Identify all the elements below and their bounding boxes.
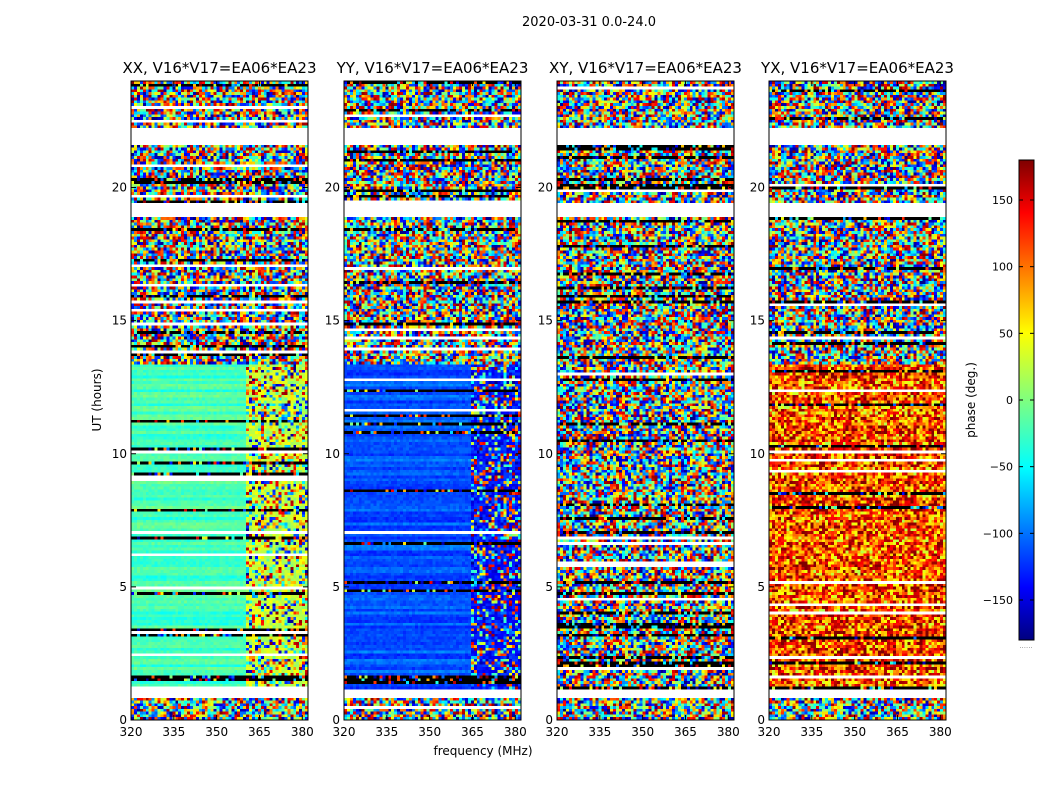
x-tick-label: 365 — [461, 725, 484, 739]
y-tick-label: 20 — [538, 181, 553, 195]
x-tick-label: 335 — [800, 725, 823, 739]
colorbar-tick-label: 50 — [999, 327, 1013, 340]
colorbar-tick-label: 150 — [992, 194, 1013, 207]
colorbar-ticks: −150 −100 −50 0 50 100 150 — [983, 194, 1034, 607]
x-tick-label: 350 — [418, 725, 441, 739]
y-tick-label: 20 — [325, 181, 340, 195]
y-tick-label: 5 — [757, 580, 765, 594]
panel-frame — [343, 80, 522, 721]
colorbar-tick-label: −100 — [983, 527, 1013, 540]
colorbar-tick-label: 0 — [1006, 394, 1013, 407]
y-tick-label: 10 — [112, 447, 127, 461]
panel-xy: XY, V16*V17=EA06*EA23 320 335 350 365 380 0 5 10… — [538, 59, 742, 739]
colorbar-footer: ...... — [1019, 642, 1032, 650]
x-tick-label: 380 — [504, 725, 527, 739]
y-tick-label: 15 — [112, 314, 127, 328]
y-tick-label: 15 — [750, 314, 765, 328]
heatmap-xy — [557, 81, 734, 720]
x-tick-label: 335 — [588, 725, 611, 739]
y-tick-label: 0 — [332, 713, 340, 727]
x-axis-label: frequency (MHz) — [433, 744, 532, 758]
panel-frame — [768, 80, 947, 721]
y-tick-label: 0 — [119, 713, 127, 727]
colorbar-tick-label: −50 — [990, 461, 1013, 474]
x-tick-label: 350 — [631, 725, 654, 739]
x-tick-label: 320 — [546, 725, 569, 739]
x-tick-label: 380 — [929, 725, 952, 739]
panel-frame — [130, 80, 309, 721]
y-tick-label: 20 — [750, 181, 765, 195]
colorbar-label: phase (deg.) — [964, 362, 978, 438]
y-tick-label: 5 — [545, 580, 553, 594]
colorbar-tick-label: 100 — [992, 261, 1013, 274]
y-tick-label: 5 — [119, 580, 127, 594]
x-tick-label: 335 — [162, 725, 185, 739]
panel-title-yy: YY, V16*V17=EA06*EA23 — [336, 59, 529, 77]
panel-xx: XX, V16*V17=EA06*EA23 320 335 350 365 380 0 5 10… — [112, 59, 317, 739]
x-tick-label: 365 — [886, 725, 909, 739]
y-tick-label: 10 — [325, 447, 340, 461]
y-tick-label: 5 — [332, 580, 340, 594]
x-tick-label: 350 — [843, 725, 866, 739]
y-tick-label: 0 — [545, 713, 553, 727]
figure-suptitle: 2020-03-31 0.0-24.0 — [522, 15, 656, 30]
x-tick-label: 380 — [291, 725, 314, 739]
heatmap-yx — [769, 81, 946, 720]
panel-yx: YX, V16*V17=EA06*EA23 320 335 350 365 380 0 5 10… — [750, 59, 954, 739]
panel-title-xx: XX, V16*V17=EA06*EA23 — [122, 59, 316, 77]
y-tick-label: 0 — [757, 713, 765, 727]
panel-title-xy: XY, V16*V17=EA06*EA23 — [549, 59, 742, 77]
colorbar-tick-label: −150 — [983, 594, 1013, 607]
y-tick-label: 15 — [538, 314, 553, 328]
y-axis-label: UT (hours) — [90, 368, 104, 431]
x-tick-label: 320 — [120, 725, 143, 739]
x-tick-label: 320 — [758, 725, 781, 739]
y-tick-label: 10 — [750, 447, 765, 461]
x-tick-label: 335 — [375, 725, 398, 739]
y-tick-label: 15 — [325, 314, 340, 328]
x-tick-label: 350 — [205, 725, 228, 739]
x-tick-label: 365 — [248, 725, 271, 739]
panel-yy: YY, V16*V17=EA06*EA23 320 335 350 365 380 0 5 10… — [325, 59, 529, 739]
x-tick-label: 320 — [333, 725, 356, 739]
heatmap-xx — [131, 81, 308, 720]
colorbar: −150 −100 −50 0 50 100 150 phase (deg.) ...... — [964, 159, 1035, 650]
x-tick-label: 365 — [674, 725, 697, 739]
heatmap-yy — [344, 81, 521, 720]
panel-title-yx: YX, V16*V17=EA06*EA23 — [760, 59, 954, 77]
x-tick-label: 380 — [717, 725, 740, 739]
y-tick-label: 20 — [112, 181, 127, 195]
panel-frame — [556, 80, 735, 721]
panels-group: XX, V16*V17=EA06*EA23 320 335 350 365 380 0 5 10… — [112, 59, 954, 739]
y-tick-label: 10 — [538, 447, 553, 461]
